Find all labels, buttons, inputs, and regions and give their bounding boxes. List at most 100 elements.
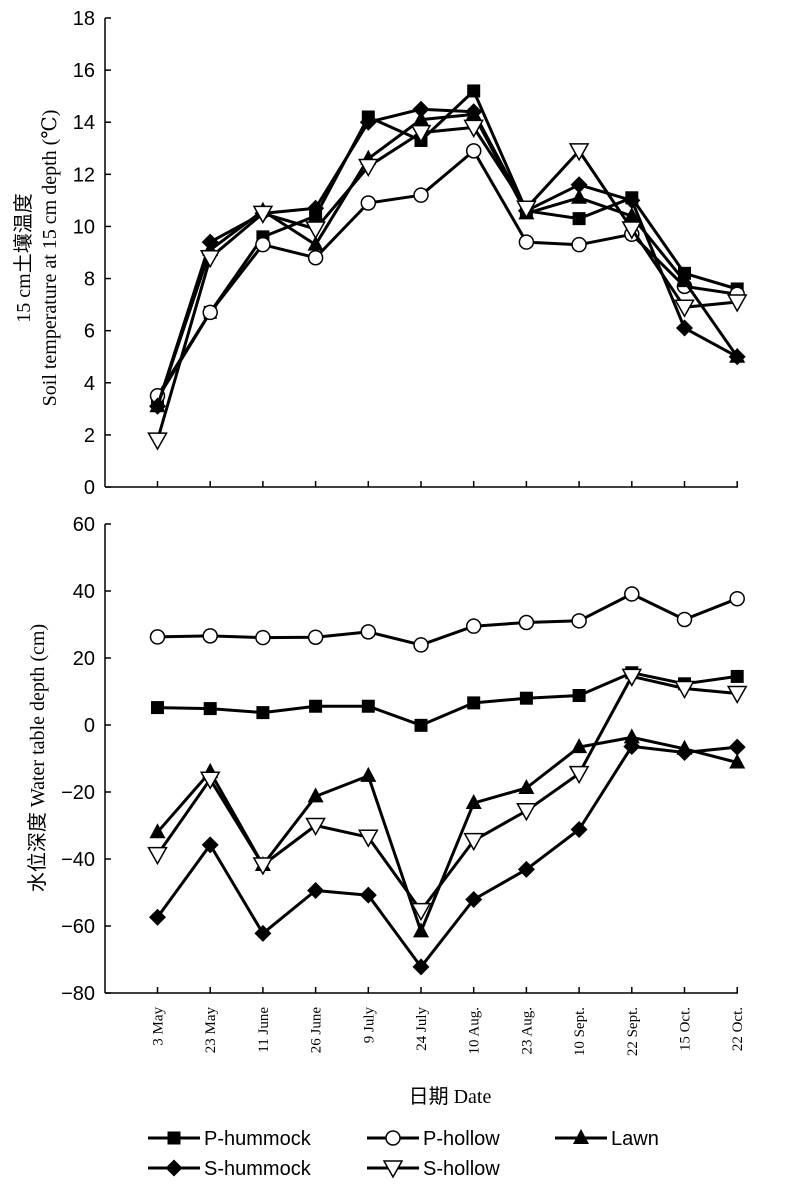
y-tick-label: 0: [84, 715, 95, 737]
data-point-s-hollow: [726, 685, 748, 705]
data-point-s-hollow: [358, 158, 379, 178]
y-tick-label: 20: [73, 648, 95, 670]
data-point-p-hollow: [413, 637, 429, 653]
x-tick-label: 23 Aug.: [519, 1007, 535, 1055]
legend-label: Lawn: [611, 1128, 659, 1150]
data-point-s-hummock: [623, 191, 641, 209]
data-point-s-hummock: [676, 319, 693, 337]
x-tick-label: 26 June: [309, 1007, 325, 1054]
data-point-p-hollow: [413, 187, 429, 203]
y-tick-label: 18: [73, 8, 95, 30]
data-point-s-hollow: [147, 846, 168, 866]
data-point-lawn: [623, 207, 640, 223]
water-table-panel: −80 −60 −40 −20 0 20 40 60: [61, 514, 748, 1005]
x-tick-label: 11 June: [256, 1007, 272, 1053]
data-point-s-hummock: [676, 743, 693, 761]
data-point-p-hollow: [307, 629, 324, 645]
data-point-s-hollow: [147, 432, 168, 451]
x-tick-label: 23 May: [203, 1007, 219, 1054]
data-point-p-hummock: [361, 699, 375, 713]
series-lawn: [149, 728, 746, 938]
legend-marker: [573, 1129, 589, 1144]
y-tick-label: −20: [61, 782, 95, 804]
legend-marker: [165, 1159, 183, 1177]
x-tick-label: 24 July: [414, 1007, 430, 1051]
data-point-s-hummock: [465, 103, 483, 121]
data-point-p-hollow: [571, 236, 587, 253]
x-tick-label: 15 Oct.: [678, 1007, 694, 1051]
data-point-p-hollow: [729, 590, 745, 607]
x-tick-label: 10 Sept.: [572, 1007, 588, 1056]
data-point-p-hummock: [467, 84, 481, 98]
x-tick-label: 10 Aug.: [467, 1007, 483, 1055]
series-s-hollow: [147, 119, 748, 451]
data-point-s-hollow: [252, 205, 274, 224]
data-point-lawn: [307, 235, 324, 251]
data-point-s-hollow: [410, 902, 432, 922]
data-point-lawn: [360, 766, 377, 782]
legend-item-s-hummock: S-hummock: [148, 1158, 312, 1180]
legend-label: P-hollow: [423, 1128, 500, 1150]
x-tick-label: 9 July: [361, 1007, 377, 1044]
data-point-s-hollow: [674, 680, 695, 700]
data-point-p-hummock: [309, 699, 323, 713]
series-line-s-hollow: [156, 674, 738, 913]
series-line-p-hummock: [157, 671, 738, 727]
series-p-hummock: [151, 666, 744, 732]
data-point-p-hummock: [203, 702, 217, 716]
series-line-s-hollow: [156, 125, 738, 441]
data-point-p-hummock: [572, 212, 586, 226]
data-point-p-hollow: [571, 613, 587, 629]
y-tick-label: 8: [84, 269, 95, 291]
data-point-lawn: [413, 110, 429, 126]
series-s-hummock: [149, 100, 746, 415]
data-point-s-hummock: [359, 886, 377, 904]
data-point-s-hummock: [307, 199, 325, 217]
data-point-s-hollow: [516, 200, 537, 219]
data-point-s-hummock: [307, 881, 325, 899]
data-point-lawn: [149, 823, 166, 839]
y-tick-label: −60: [61, 916, 95, 938]
legend-item-p-hummock: P-hummock: [148, 1128, 312, 1150]
y-tick-label: −40: [61, 849, 95, 871]
y-tick-label: 2: [84, 425, 95, 447]
data-point-s-hummock: [201, 233, 219, 251]
y-tick-label: 14: [73, 112, 95, 134]
data-point-s-hummock: [728, 738, 746, 756]
legend-label: S-hollow: [423, 1158, 500, 1180]
bottom-y-axis-title: 水位深度 Water table depth (cm): [26, 624, 49, 892]
data-point-p-hollow: [202, 628, 218, 644]
x-tick-label: 22 Sept.: [625, 1007, 641, 1056]
data-point-lawn: [307, 787, 324, 803]
data-point-p-hollow: [518, 234, 535, 250]
data-point-s-hollow: [199, 249, 221, 269]
data-point-s-hollow: [674, 299, 695, 318]
series-line-s-hummock: [156, 744, 738, 969]
data-point-p-hollow: [360, 195, 377, 211]
data-point-lawn: [676, 272, 693, 288]
x-tick-label: 22 Oct.: [730, 1007, 746, 1051]
data-point-s-hummock: [465, 891, 483, 909]
data-point-s-hummock: [359, 113, 377, 131]
data-point-p-hummock: [572, 689, 586, 703]
data-point-p-hollow: [255, 236, 271, 253]
date-axis-labels: 3 May 23 May 11 June 26 June 9 July 24 July 10…: [151, 1007, 747, 1057]
legend: P-hummock P-hollow Lawn S-hummock S-hollow: [148, 1128, 659, 1180]
data-point-s-hummock: [254, 924, 272, 942]
data-point-s-hollow: [621, 668, 643, 687]
data-point-s-hollow: [305, 221, 326, 240]
data-point-s-hollow: [358, 829, 379, 848]
legend-marker: [167, 1131, 181, 1145]
data-point-s-hollow: [410, 124, 432, 144]
series-s-hummock: [149, 737, 746, 976]
data-point-s-hollow: [568, 143, 590, 162]
legend-marker: [385, 1130, 401, 1146]
data-point-lawn: [413, 922, 429, 938]
data-point-p-hollow: [307, 249, 324, 266]
data-point-s-hummock: [412, 100, 430, 118]
data-point-s-hummock: [149, 908, 166, 926]
data-point-p-hollow: [360, 624, 377, 640]
y-tick-label: 40: [73, 581, 95, 603]
soil-temperature-panel: 0 2 4 6 8 10 12 14 16 18: [73, 8, 748, 499]
